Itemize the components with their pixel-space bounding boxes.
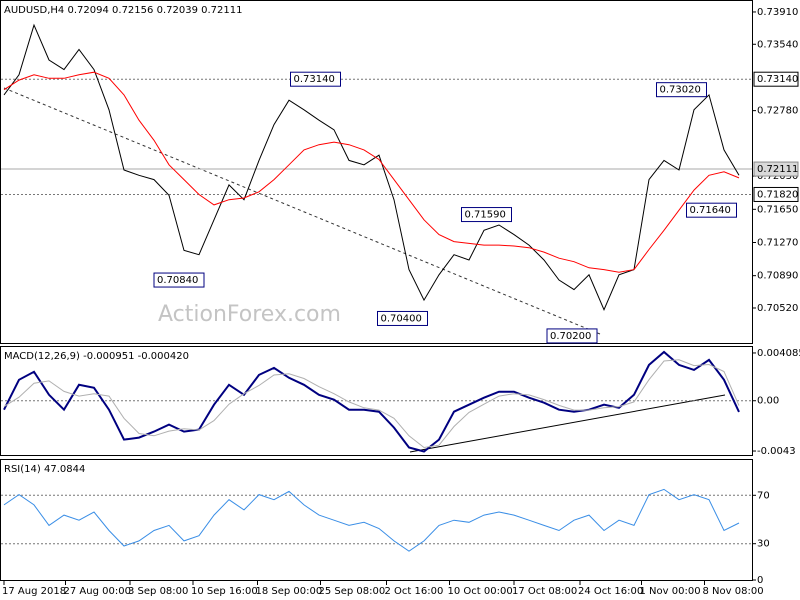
series-line	[3, 359, 740, 449]
y-tick-label: 0.00	[757, 396, 779, 407]
annotation-box	[290, 71, 341, 87]
indicator-value: 47.0844	[44, 464, 85, 475]
series-line	[3, 488, 740, 552]
panel-header: RSI(14) 47.0844	[4, 464, 85, 475]
ohlc-value: 0.72094	[67, 5, 108, 16]
annotation-box	[377, 310, 428, 326]
level-label-box	[753, 186, 799, 202]
annotation-box	[546, 328, 598, 344]
annotation-label: 0.70200	[550, 331, 591, 342]
watermark: ActionForex.com	[158, 302, 341, 327]
x-tick-label: 1 Nov 00:00	[640, 586, 701, 597]
level-label: 0.71820	[757, 189, 798, 200]
panel-header: MACD(12,26,9) -0.000951 -0.000420	[4, 351, 189, 362]
y-tick-label: 0.73910	[757, 7, 798, 18]
current-price-box	[753, 161, 799, 177]
annotation-label: 0.71640	[690, 205, 731, 216]
y-tick-label: 70	[757, 490, 770, 501]
series-line	[3, 23, 740, 311]
panel-title: AUDUSD,H4	[4, 5, 64, 16]
series-line	[3, 71, 740, 273]
x-tick-label: 10 Oct 00:00	[448, 586, 513, 597]
annotation-box	[686, 202, 737, 218]
annotation-box	[656, 82, 707, 98]
annotation-label: 0.73140	[294, 74, 335, 85]
price-panel	[0, 0, 753, 344]
current-price-label: 0.72111	[757, 164, 798, 175]
ohlc-value: 0.72156	[112, 5, 153, 16]
panel-header: AUDUSD,H4 0.72094 0.72156 0.72039 0.7211…	[4, 5, 242, 16]
panel-title: MACD(12,26,9)	[4, 351, 80, 362]
y-tick-label: 0.72780	[757, 106, 798, 117]
annotation-label: 0.70400	[381, 313, 422, 324]
level-label: 0.73140	[757, 74, 798, 85]
y-tick-label: 0.71650	[757, 204, 798, 215]
x-tick-label: 2 Oct 16:00	[385, 586, 444, 597]
indicator-value: -0.000951	[83, 351, 134, 362]
y-tick-label: -0.0043	[757, 446, 796, 457]
annotation-label: 0.70840	[157, 275, 198, 286]
indicator-value: -0.000420	[138, 351, 189, 362]
x-tick-label: 25 Sep 08:00	[319, 586, 386, 597]
y-tick-label: 30	[757, 539, 770, 550]
x-tick-label: 27 Aug 00:00	[64, 586, 131, 597]
y-tick-label: 0.73540	[757, 39, 798, 50]
rsi-panel	[0, 459, 753, 581]
annotation-box	[461, 207, 512, 223]
annotation-label: 0.71590	[465, 210, 506, 221]
x-tick-label: 10 Sep 16:00	[191, 586, 258, 597]
y-tick-label: 0.70890	[757, 271, 798, 282]
x-tick-label: 17 Aug 2018	[2, 586, 66, 597]
y-tick-label: 0.71270	[757, 237, 798, 248]
annotation-label: 0.73020	[660, 85, 701, 96]
ohlc-value: 0.72111	[201, 5, 242, 16]
panel-title: RSI(14)	[4, 464, 41, 475]
y-tick-label: 0.72030	[757, 171, 798, 182]
y-tick-label: 0.004085	[757, 348, 800, 359]
y-tick-label: 0.70520	[757, 303, 798, 314]
y-tick-label: 0	[757, 575, 763, 586]
annotation-box	[153, 272, 205, 288]
x-tick-label: 24 Oct 16:00	[578, 586, 643, 597]
x-tick-label: 18 Sep 00:00	[256, 586, 323, 597]
level-label-box	[753, 71, 799, 87]
ohlc-value: 0.72039	[157, 5, 198, 16]
x-tick-label: 3 Sep 08:00	[128, 586, 188, 597]
macd-trend-line	[409, 394, 726, 453]
x-tick-label: 8 Nov 08:00	[703, 586, 764, 597]
x-tick-label: 17 Oct 08:00	[512, 586, 577, 597]
